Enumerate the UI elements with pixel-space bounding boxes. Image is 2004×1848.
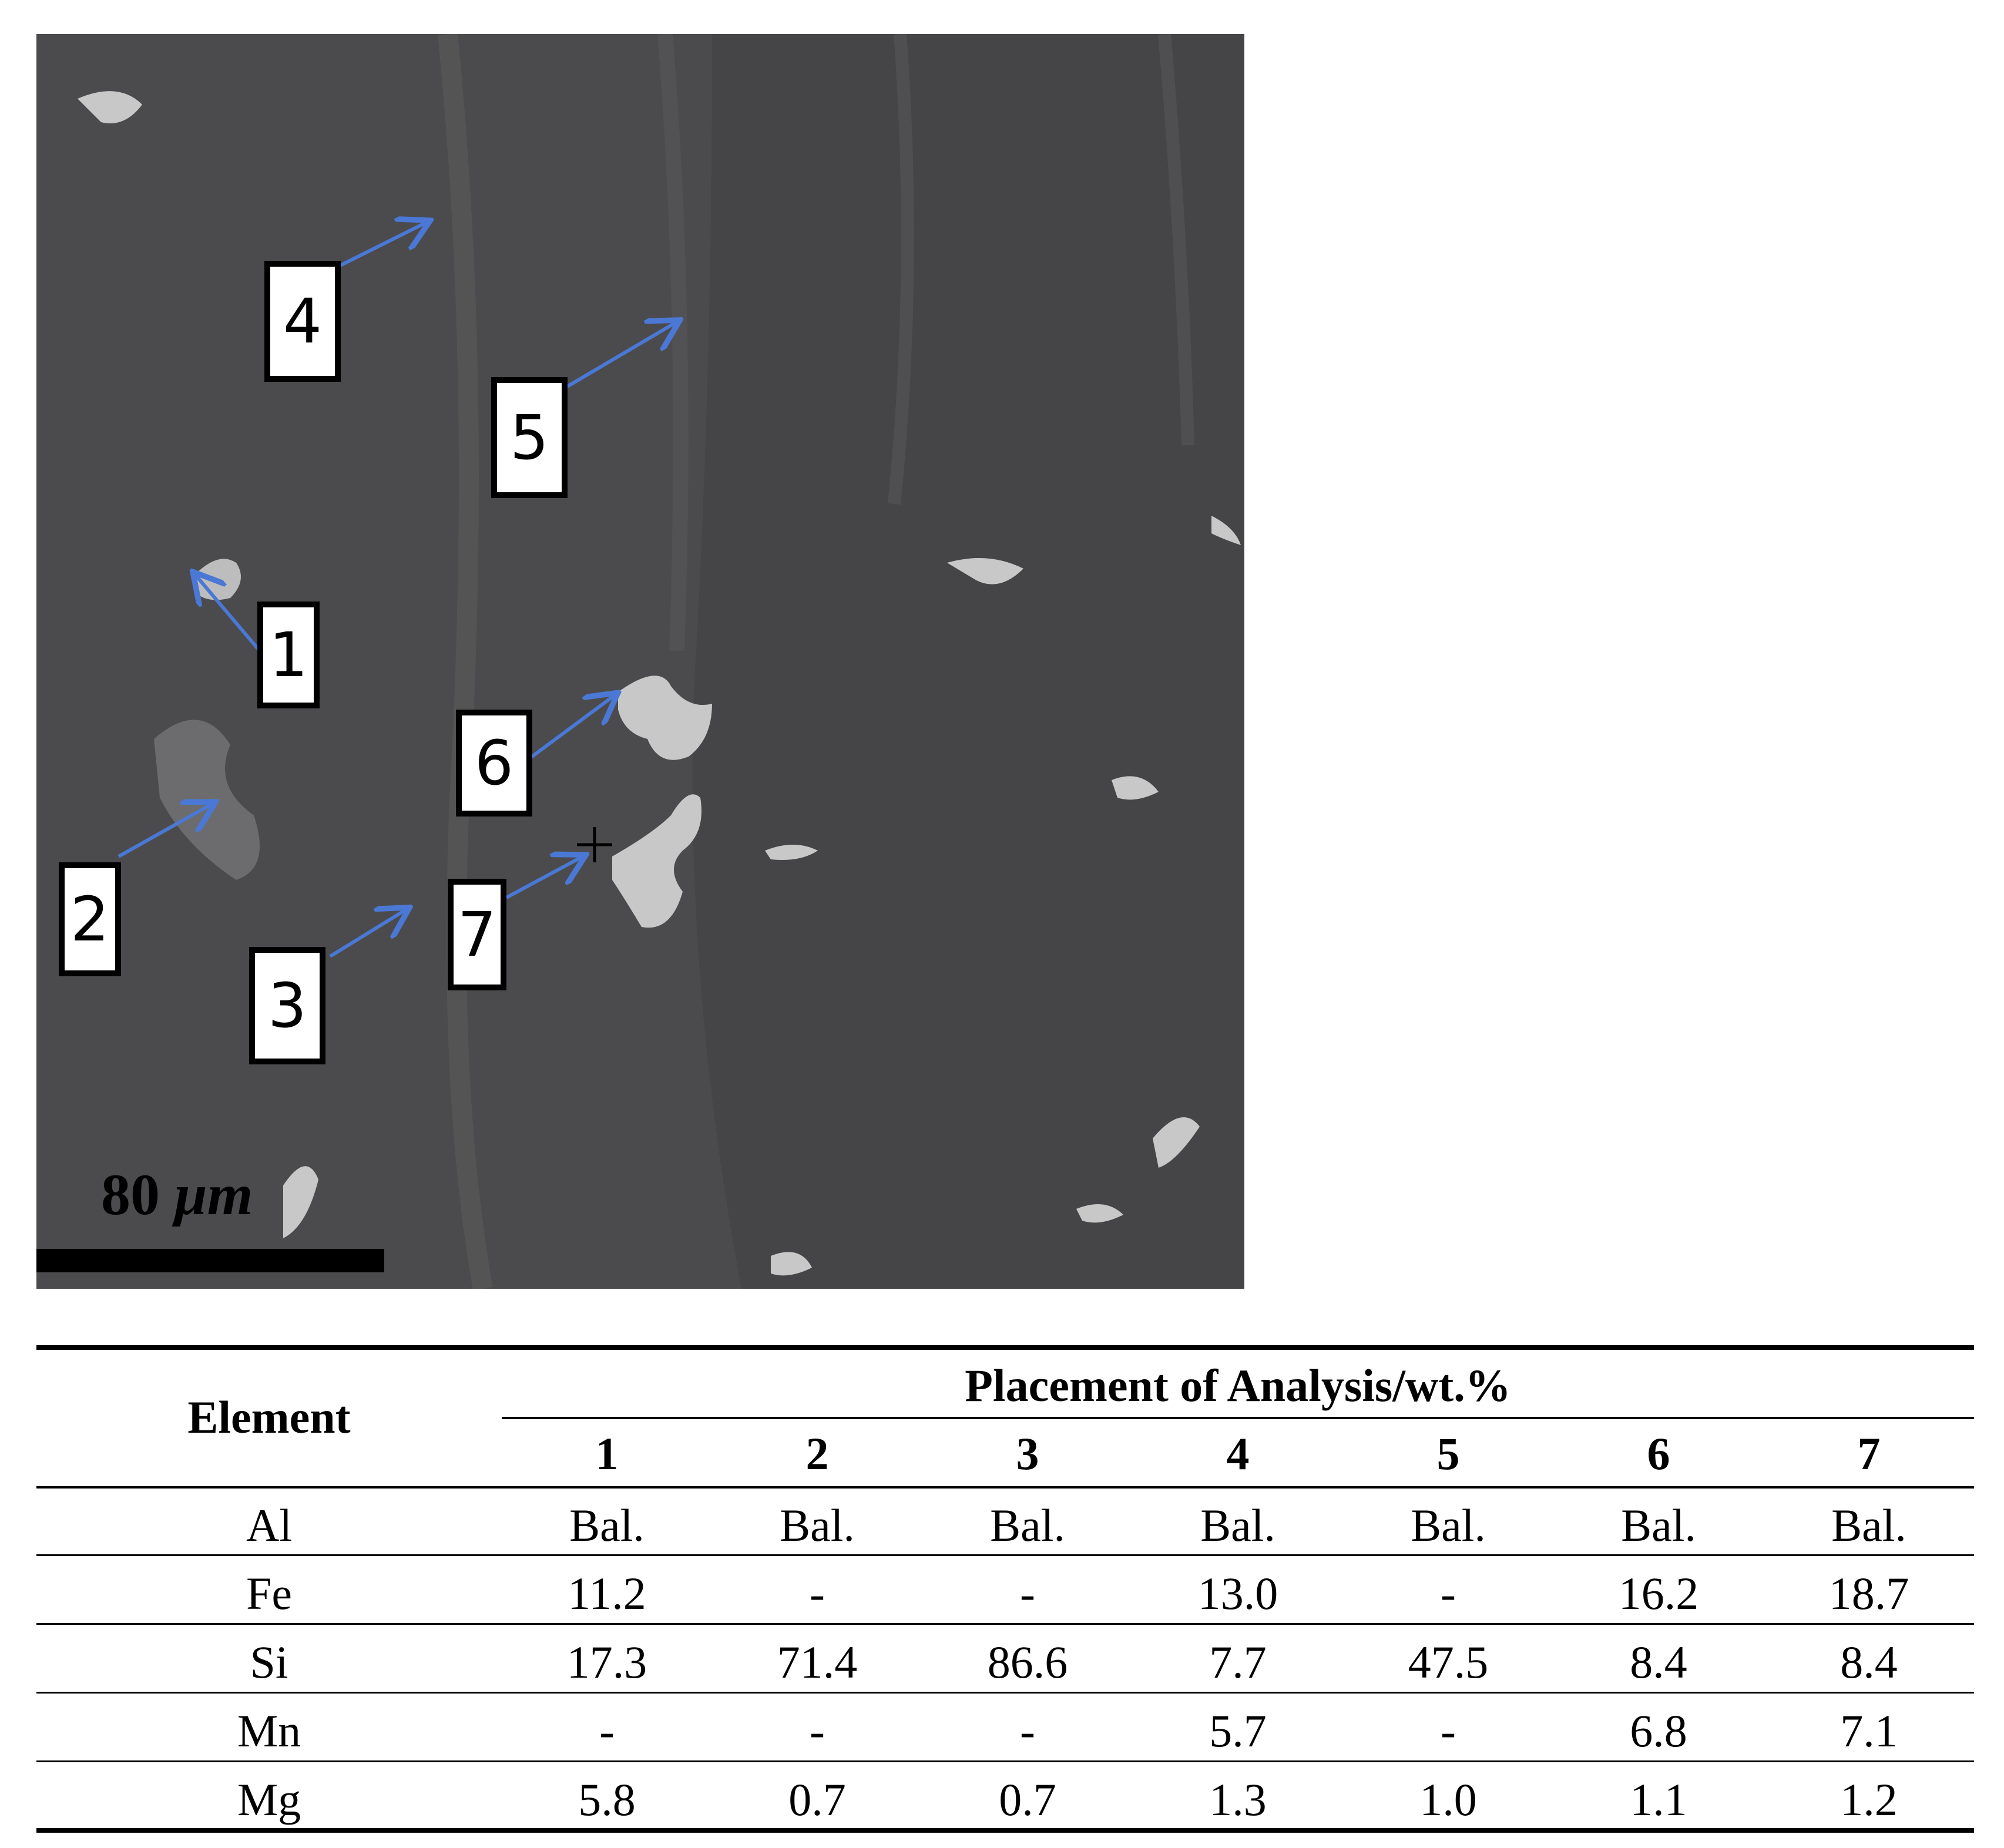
value-cell: 7.1 bbox=[1840, 1705, 1898, 1756]
column-header: 6 bbox=[1647, 1428, 1670, 1479]
element-cell: Al bbox=[246, 1500, 292, 1551]
value-cell: 17.3 bbox=[566, 1637, 647, 1688]
element-cell: Mn bbox=[237, 1705, 301, 1756]
element-cell: Fe bbox=[246, 1568, 292, 1619]
value-cell: - bbox=[599, 1705, 615, 1756]
value-cell: 6.8 bbox=[1630, 1705, 1687, 1756]
group-header-rule bbox=[502, 1417, 1974, 1419]
value-cell: 1.2 bbox=[1840, 1774, 1898, 1825]
value-cell: - bbox=[810, 1705, 825, 1756]
value-cell: - bbox=[1020, 1705, 1035, 1756]
value-cell: 7.7 bbox=[1209, 1637, 1267, 1688]
callout-5: 5 bbox=[491, 377, 568, 498]
sem-micrograph: 4 5 1 6 2 7 3 80 μm bbox=[36, 34, 1244, 1289]
value-cell: 8.4 bbox=[1840, 1637, 1898, 1688]
callout-1: 1 bbox=[257, 602, 320, 708]
column-header: 4 bbox=[1226, 1428, 1250, 1479]
column-header: 1 bbox=[595, 1428, 619, 1479]
header-bottom-rule bbox=[36, 1486, 1974, 1489]
column-header: 7 bbox=[1857, 1428, 1881, 1479]
value-cell: 86.6 bbox=[987, 1637, 1068, 1688]
callout-7: 7 bbox=[448, 879, 506, 990]
group-header: Placement of Analysis/wt.% bbox=[965, 1360, 1511, 1411]
value-cell: 0.7 bbox=[999, 1774, 1056, 1825]
element-cell: Mg bbox=[237, 1774, 301, 1825]
value-cell: 8.4 bbox=[1630, 1637, 1687, 1688]
value-cell: 71.4 bbox=[777, 1637, 858, 1688]
scale-bar bbox=[36, 1249, 384, 1272]
micrograph-image bbox=[78, 34, 1244, 1289]
value-cell: 1.1 bbox=[1630, 1774, 1687, 1825]
value-cell: Bal. bbox=[1200, 1500, 1275, 1551]
value-cell: - bbox=[1441, 1568, 1456, 1619]
value-cell: 1.0 bbox=[1419, 1774, 1477, 1825]
value-cell: 18.7 bbox=[1828, 1568, 1909, 1619]
callout-3: 3 bbox=[249, 947, 325, 1064]
value-cell: Bal. bbox=[1831, 1500, 1906, 1551]
row-rule bbox=[36, 1623, 1974, 1625]
value-cell: Bal. bbox=[990, 1500, 1065, 1551]
column-header: 3 bbox=[1016, 1428, 1039, 1479]
value-cell: - bbox=[1020, 1568, 1035, 1619]
value-cell: Bal. bbox=[1411, 1500, 1486, 1551]
element-cell: Si bbox=[250, 1637, 288, 1688]
row-rule bbox=[36, 1692, 1974, 1694]
column-header: 5 bbox=[1436, 1428, 1460, 1479]
value-cell: - bbox=[1441, 1705, 1456, 1756]
row-rule bbox=[36, 1554, 1974, 1556]
value-cell: Bal. bbox=[569, 1500, 644, 1551]
table-top-rule bbox=[36, 1345, 1974, 1350]
row-header: Element bbox=[187, 1392, 351, 1443]
value-cell: 5.7 bbox=[1209, 1705, 1267, 1756]
callout-2: 2 bbox=[59, 862, 121, 976]
value-cell: 11.2 bbox=[568, 1568, 646, 1619]
column-header: 2 bbox=[805, 1428, 829, 1479]
scale-bar-label: 80 μm bbox=[101, 1162, 253, 1227]
value-cell: Bal. bbox=[1621, 1500, 1696, 1551]
value-cell: 5.8 bbox=[578, 1774, 636, 1825]
value-cell: 47.5 bbox=[1408, 1637, 1489, 1688]
value-cell: - bbox=[810, 1568, 825, 1619]
value-cell: 13.0 bbox=[1197, 1568, 1278, 1619]
value-cell: 0.7 bbox=[788, 1774, 846, 1825]
value-cell: 1.3 bbox=[1209, 1774, 1267, 1825]
table-bottom-rule bbox=[36, 1828, 1974, 1833]
callout-4: 4 bbox=[264, 261, 341, 382]
row-rule bbox=[36, 1760, 1974, 1762]
callout-6: 6 bbox=[456, 710, 532, 817]
value-cell: Bal. bbox=[780, 1500, 855, 1551]
value-cell: 16.2 bbox=[1618, 1568, 1699, 1619]
